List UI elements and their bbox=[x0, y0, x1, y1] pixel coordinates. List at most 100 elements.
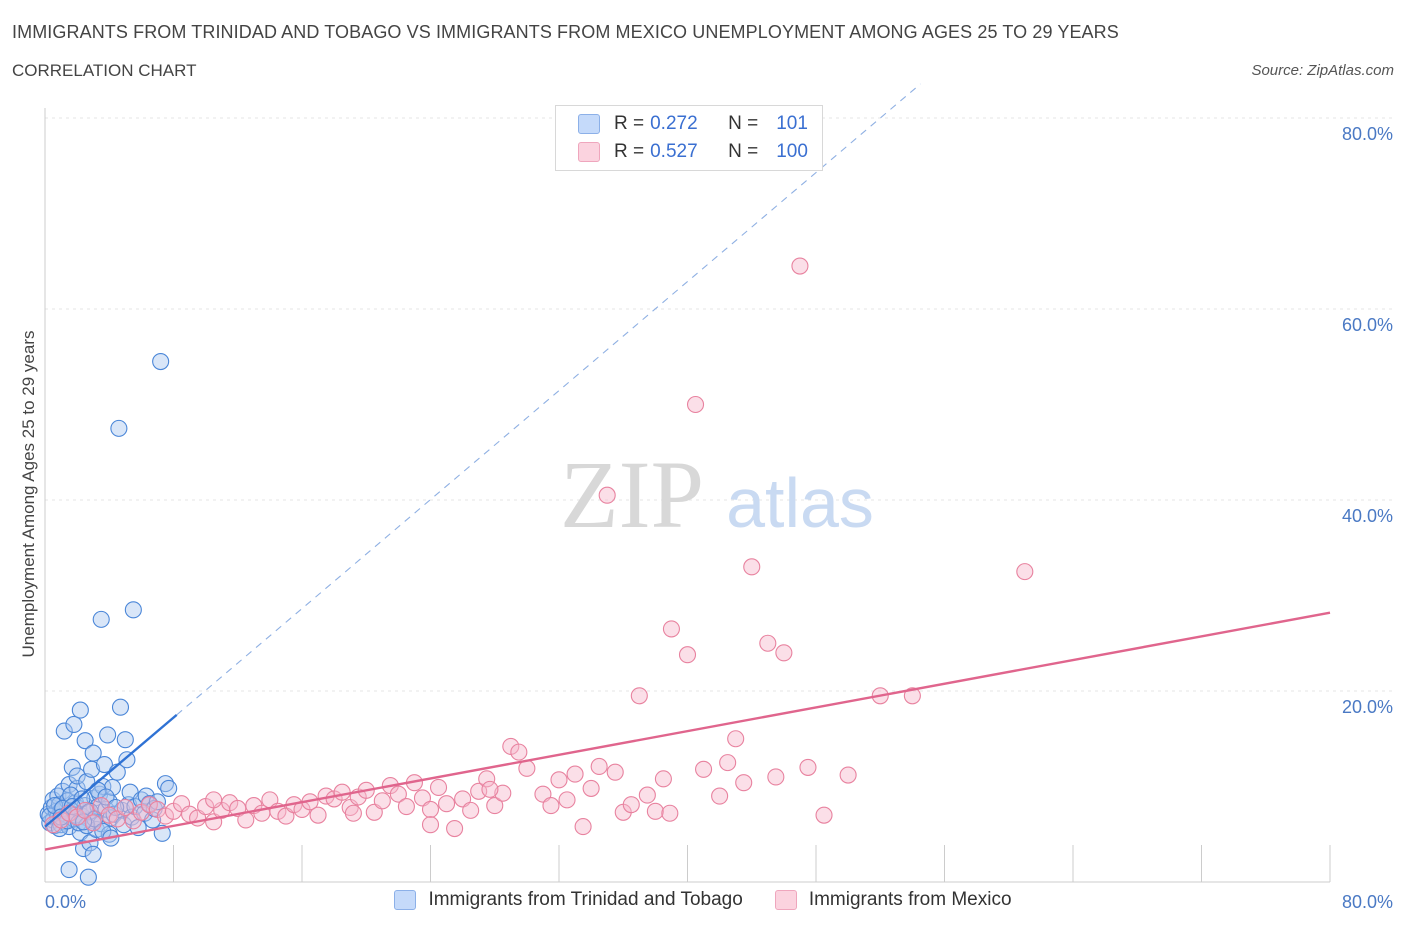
point-mexico bbox=[156, 807, 175, 825]
point-mexico bbox=[815, 806, 833, 824]
point-mexico bbox=[606, 763, 624, 781]
point-mexico bbox=[397, 798, 415, 816]
series-swatch-trinidad bbox=[394, 890, 417, 910]
point-mexico bbox=[661, 804, 679, 822]
point-mexico bbox=[373, 792, 391, 810]
point-mexico bbox=[598, 486, 616, 504]
watermark-atlas: atlas bbox=[726, 464, 874, 542]
point-mexico bbox=[344, 804, 362, 822]
point-trinidad bbox=[97, 788, 115, 806]
point-mexico bbox=[333, 783, 351, 801]
point-mexico bbox=[743, 558, 761, 576]
y-axis-label: Unemployment Among Ages 25 to 29 years bbox=[19, 331, 38, 658]
y-tick-label: 60.0% bbox=[1342, 315, 1393, 335]
point-trinidad bbox=[63, 758, 81, 776]
point-mexico bbox=[510, 743, 528, 761]
point-mexico bbox=[678, 646, 697, 664]
y-tick-label: 40.0% bbox=[1342, 506, 1393, 526]
point-mexico bbox=[759, 634, 777, 652]
point-mexico bbox=[686, 395, 705, 414]
legend-swatch-trinidad bbox=[578, 114, 600, 134]
point-mexico bbox=[839, 766, 857, 784]
legend-r-value: 0.272 bbox=[650, 113, 698, 134]
legend-n-value: 100 bbox=[776, 141, 808, 162]
point-trinidad bbox=[79, 868, 97, 886]
series-legend: Immigrants from Trinidad and Tobago Immi… bbox=[0, 889, 1406, 911]
point-mexico bbox=[140, 796, 158, 814]
point-mexico bbox=[100, 806, 118, 824]
series-swatch-mexico bbox=[774, 890, 797, 910]
chart-title: IMMIGRANTS FROM TRINIDAD AND TOBAGO VS I… bbox=[12, 22, 1119, 42]
point-mexico bbox=[630, 687, 648, 705]
point-trinidad bbox=[84, 845, 102, 863]
legend-row-trinidad: R = 0.272 N = 101 bbox=[578, 112, 808, 136]
series-legend-mexico: Immigrants from Mexico bbox=[774, 889, 1012, 911]
point-mexico bbox=[205, 791, 223, 809]
legend-n-value: 101 bbox=[776, 113, 808, 134]
point-mexico bbox=[542, 797, 560, 815]
point-mexico bbox=[582, 779, 600, 797]
point-mexico bbox=[309, 806, 327, 824]
point-trinidad bbox=[60, 861, 78, 879]
point-mexico bbox=[1016, 563, 1034, 581]
point-mexico bbox=[662, 620, 680, 638]
point-mexico bbox=[638, 786, 656, 804]
point-mexico bbox=[646, 802, 664, 820]
data-points bbox=[39, 257, 1034, 886]
point-mexico bbox=[775, 644, 793, 662]
legend-n-label: N = bbox=[728, 141, 759, 162]
point-trinidad bbox=[160, 779, 178, 797]
source-label: Source: ZipAtlas.com bbox=[1251, 62, 1394, 79]
stats-legend: R = 0.272 N = 101 R = 0.527 N = 100 bbox=[555, 105, 823, 171]
x-tick-label-min: 0.0% bbox=[45, 892, 86, 912]
point-trinidad bbox=[118, 751, 136, 769]
point-mexico bbox=[719, 754, 737, 772]
point-mexico bbox=[735, 774, 753, 792]
point-mexico bbox=[76, 801, 94, 819]
point-mexico bbox=[478, 770, 496, 788]
trend-extension-trinidad bbox=[176, 83, 921, 716]
x-tick-label-max: 80.0% bbox=[1342, 892, 1393, 912]
point-trinidad bbox=[92, 610, 110, 628]
series-legend-trinidad: Immigrants from Trinidad and Tobago bbox=[394, 889, 743, 911]
point-trinidad bbox=[99, 726, 117, 744]
chart-subtitle: CORRELATION CHART bbox=[12, 61, 197, 80]
point-mexico bbox=[44, 816, 62, 834]
point-trinidad bbox=[76, 732, 94, 750]
point-mexico bbox=[727, 730, 745, 748]
point-trinidad bbox=[152, 352, 170, 371]
point-trinidad bbox=[103, 778, 122, 797]
point-mexico bbox=[550, 771, 568, 789]
series-name-mexico: Immigrants from Mexico bbox=[808, 889, 1012, 910]
point-mexico bbox=[711, 787, 729, 805]
grid-lines bbox=[45, 117, 1395, 692]
point-mexico bbox=[590, 757, 608, 775]
point-trinidad bbox=[111, 698, 130, 716]
legend-r-value: 0.527 bbox=[650, 141, 698, 162]
axes bbox=[44, 108, 1331, 883]
legend-swatch-mexico bbox=[578, 142, 600, 162]
point-mexico bbox=[446, 819, 464, 838]
point-mexico bbox=[421, 800, 440, 818]
point-mexico bbox=[566, 765, 584, 783]
point-trinidad bbox=[55, 722, 73, 740]
point-trinidad bbox=[71, 701, 89, 719]
y-tick-label: 20.0% bbox=[1342, 697, 1393, 717]
point-trinidad bbox=[75, 840, 93, 858]
point-mexico bbox=[438, 795, 456, 813]
point-trinidad bbox=[124, 601, 142, 619]
legend-r-label: R = bbox=[614, 141, 645, 162]
point-trinidad bbox=[68, 779, 86, 797]
point-mexico bbox=[574, 818, 592, 836]
series-name-trinidad: Immigrants from Trinidad and Tobago bbox=[428, 889, 743, 910]
point-mexico bbox=[558, 791, 576, 809]
trend-lines bbox=[44, 83, 1331, 851]
point-mexico bbox=[116, 798, 134, 817]
legend-r-label: R = bbox=[614, 113, 645, 134]
point-mexico bbox=[799, 758, 817, 776]
point-mexico bbox=[903, 687, 921, 705]
point-trinidad bbox=[65, 715, 83, 733]
point-mexico bbox=[84, 814, 102, 832]
watermark-zip: ZIP bbox=[560, 441, 704, 548]
